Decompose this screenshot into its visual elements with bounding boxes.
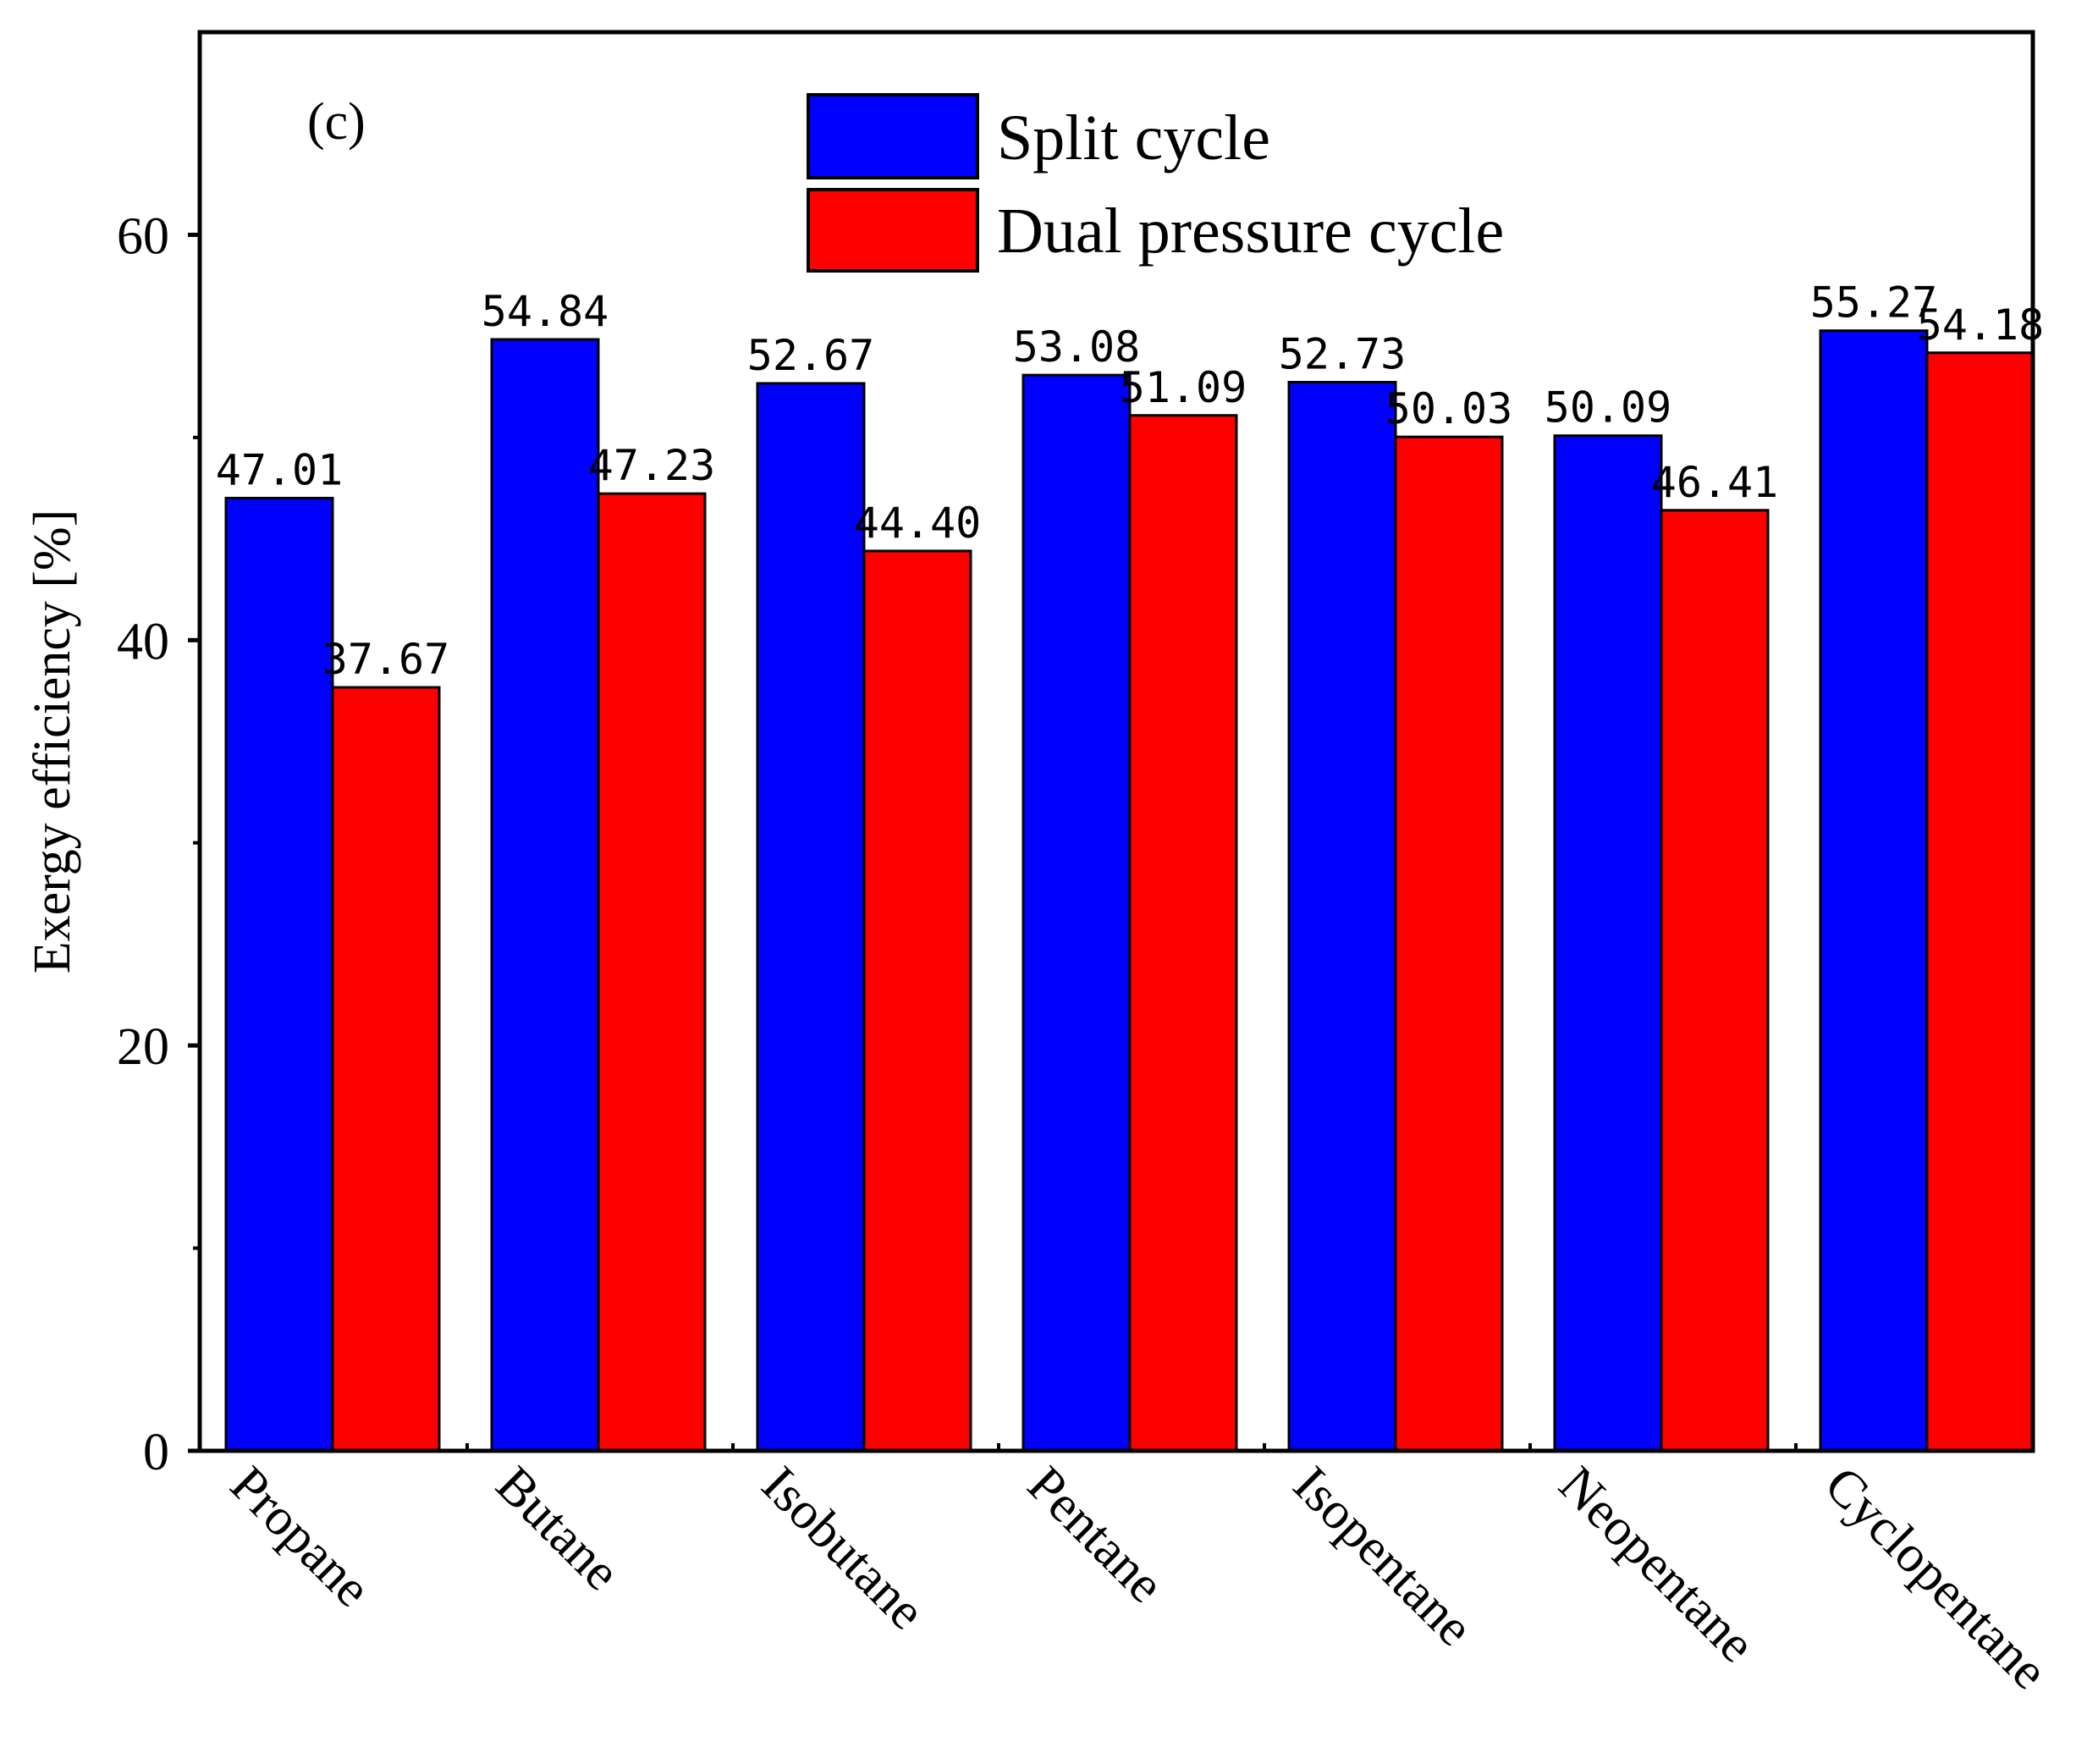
bar-split-cycle-isopentane (1287, 380, 1397, 1453)
bar-split-cycle-pentane (1021, 373, 1132, 1453)
bar-dual-pressure-cycle-butane (597, 492, 707, 1453)
y-tick-label: 0 (143, 1424, 169, 1481)
bars-layer (224, 329, 2035, 1453)
bar-split-cycle-isobutane (756, 382, 866, 1453)
bar-dual-pressure-cycle-pentane (1128, 414, 1238, 1453)
value-labels-layer: 47.01 37.67 54.84 47.23 52.67 44.40 53.0851.09… (216, 278, 2045, 684)
value-label-split-cycle-neopentane: 50.09 (1545, 383, 1672, 433)
value-label-dual-pressure-cycle-isobutane: 44.40 (854, 499, 982, 548)
legend-swatch-dual-pressure-cycle (807, 188, 979, 273)
legend-label-split-cycle: Split cycle (997, 102, 1270, 174)
bar-split-cycle-cyclopentane (1819, 329, 1929, 1453)
bar-split-cycle-propane (224, 496, 334, 1453)
value-label-dual-pressure-cycle-cyclopentane: 54.18 (1917, 300, 2045, 350)
value-label-dual-pressure-cycle-propane: 37.67 (322, 635, 450, 684)
value-label-split-cycle-isopentane: 52.73 (1279, 329, 1407, 378)
legend: Split cycle Dual pressure cycle (807, 93, 1504, 273)
value-label-split-cycle-pentane: 53.08 (1013, 322, 1141, 372)
y-axis-label: Exergy efficiency [%] (24, 510, 81, 974)
bar-split-cycle-butane (490, 338, 600, 1453)
bar-split-cycle-neopentane (1553, 434, 1663, 1453)
bar-dual-pressure-cycle-isopentane (1394, 435, 1504, 1453)
legend-label-dual-pressure-cycle: Dual pressure cycle (997, 196, 1504, 267)
plot-frame (197, 30, 2035, 1453)
y-tick-label: 40 (117, 613, 169, 670)
bar-dual-pressure-cycle-isobutane (862, 549, 972, 1453)
bar-dual-pressure-cycle-cyclopentane (1925, 351, 2035, 1453)
value-label-split-cycle-cyclopentane: 55.27 (1810, 278, 1938, 328)
value-label-split-cycle-isobutane: 52.67 (747, 331, 875, 380)
legend-swatch-split-cycle (807, 93, 979, 179)
y-tick-label: 60 (117, 207, 169, 265)
y-tick-label: 20 (117, 1018, 169, 1076)
value-label-split-cycle-propane: 47.01 (216, 445, 344, 494)
bar-dual-pressure-cycle-neopentane (1660, 509, 1770, 1453)
value-label-dual-pressure-cycle-isopentane: 50.03 (1385, 384, 1513, 433)
y-axis: 0 20 40 60 (117, 207, 200, 1481)
value-label-dual-pressure-cycle-neopentane: 46.41 (1651, 458, 1779, 507)
value-label-dual-pressure-cycle-pentane: 51.09 (1120, 363, 1247, 412)
value-label-dual-pressure-cycle-butane: 47.23 (588, 441, 716, 490)
panel-label: (c) (307, 93, 366, 151)
value-label-split-cycle-butane: 54.84 (482, 287, 609, 336)
bar-dual-pressure-cycle-propane (331, 686, 441, 1453)
